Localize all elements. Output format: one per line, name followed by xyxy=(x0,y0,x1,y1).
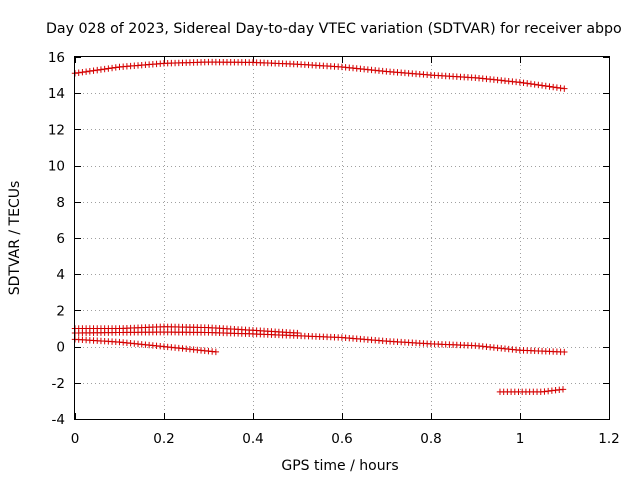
x-tick-label: 0.4 xyxy=(242,431,263,447)
series-low-short xyxy=(71,336,220,356)
data-point xyxy=(101,65,108,73)
data-point xyxy=(82,68,90,75)
data-point xyxy=(112,64,119,71)
data-point xyxy=(108,64,116,72)
series-descending-0.7 xyxy=(71,328,568,356)
data-point xyxy=(75,69,82,76)
data-point xyxy=(212,348,220,356)
data-point xyxy=(90,67,97,74)
y-tick-label: 8 xyxy=(56,195,65,211)
y-tick-label: 14 xyxy=(48,86,65,102)
data-point xyxy=(559,386,567,393)
data-point xyxy=(105,65,112,72)
y-tick-label: 16 xyxy=(48,50,65,66)
data-point xyxy=(527,80,535,88)
data-point xyxy=(557,84,564,92)
data-point xyxy=(553,84,561,91)
x-tick-label: 1 xyxy=(516,431,525,447)
data-point xyxy=(535,81,542,89)
data-point xyxy=(561,85,568,92)
data-point xyxy=(561,348,568,356)
y-tick-label: 0 xyxy=(56,340,65,356)
grid xyxy=(75,57,609,419)
data-point xyxy=(520,79,527,87)
data-point xyxy=(94,66,101,74)
data-point xyxy=(531,81,538,88)
tick-labels: 0 0.2 0.4 0.6 0.8 1 1.2 -4 -2 0 2 4 6 8 10 12 14 16 xyxy=(48,50,620,447)
data-point xyxy=(79,69,86,76)
series-negative-tail xyxy=(496,386,567,396)
y-tick-label: 6 xyxy=(56,231,65,247)
y-tick-label: 10 xyxy=(48,159,65,175)
x-tick-label: 0 xyxy=(71,431,80,447)
data-point xyxy=(516,79,524,86)
data-points xyxy=(71,58,568,396)
data-point xyxy=(86,67,94,75)
chart-title: Day 028 of 2023, Sidereal Day-to-day VTE… xyxy=(46,21,622,37)
x-tick-label: 1.2 xyxy=(598,431,619,447)
y-tick-label: 12 xyxy=(48,122,65,138)
data-point xyxy=(538,82,546,89)
data-point xyxy=(97,66,105,73)
plot-frame xyxy=(74,56,610,420)
y-axis-label: SDTVAR / TECUs xyxy=(7,181,23,296)
y-tick-label: -4 xyxy=(52,412,65,428)
data-point xyxy=(546,83,553,90)
data-point xyxy=(549,83,557,91)
x-tick-label: 0.8 xyxy=(420,431,441,447)
y-tick-label: 4 xyxy=(56,267,65,283)
y-tick-label: 2 xyxy=(56,303,65,319)
y-tick-label: -2 xyxy=(52,376,65,392)
data-point xyxy=(542,82,549,90)
x-axis-label: GPS time / hours xyxy=(281,458,398,474)
x-tick-label: 0.6 xyxy=(331,431,352,447)
x-tick-label: 0.2 xyxy=(153,431,174,447)
data-point xyxy=(524,80,531,87)
series-upper-arc xyxy=(71,58,568,92)
